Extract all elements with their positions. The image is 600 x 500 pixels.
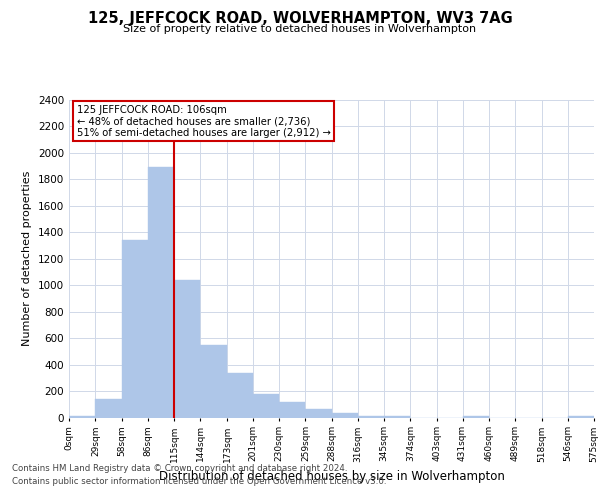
Text: 125 JEFFCOCK ROAD: 106sqm
← 48% of detached houses are smaller (2,736)
51% of se: 125 JEFFCOCK ROAD: 106sqm ← 48% of detac… — [77, 105, 331, 138]
Bar — [69, 416, 95, 418]
Text: Contains public sector information licensed under the Open Government Licence v3: Contains public sector information licen… — [12, 477, 386, 486]
Bar — [332, 413, 358, 418]
Bar — [95, 399, 122, 417]
Text: Size of property relative to detached houses in Wolverhampton: Size of property relative to detached ho… — [124, 24, 476, 34]
Bar — [384, 416, 410, 418]
Bar — [122, 240, 148, 418]
Bar — [305, 409, 332, 418]
Bar — [568, 416, 594, 418]
Bar — [463, 416, 489, 418]
Bar — [227, 372, 253, 418]
X-axis label: Distribution of detached houses by size in Wolverhampton: Distribution of detached houses by size … — [158, 470, 505, 483]
Bar — [200, 344, 227, 418]
Y-axis label: Number of detached properties: Number of detached properties — [22, 171, 32, 346]
Text: 125, JEFFCOCK ROAD, WOLVERHAMPTON, WV3 7AG: 125, JEFFCOCK ROAD, WOLVERHAMPTON, WV3 7… — [88, 11, 512, 26]
Bar — [174, 280, 200, 417]
Bar — [279, 402, 305, 417]
Text: Contains HM Land Registry data © Crown copyright and database right 2024.: Contains HM Land Registry data © Crown c… — [12, 464, 347, 473]
Bar — [253, 394, 279, 417]
Bar — [358, 416, 384, 418]
Bar — [148, 168, 174, 418]
